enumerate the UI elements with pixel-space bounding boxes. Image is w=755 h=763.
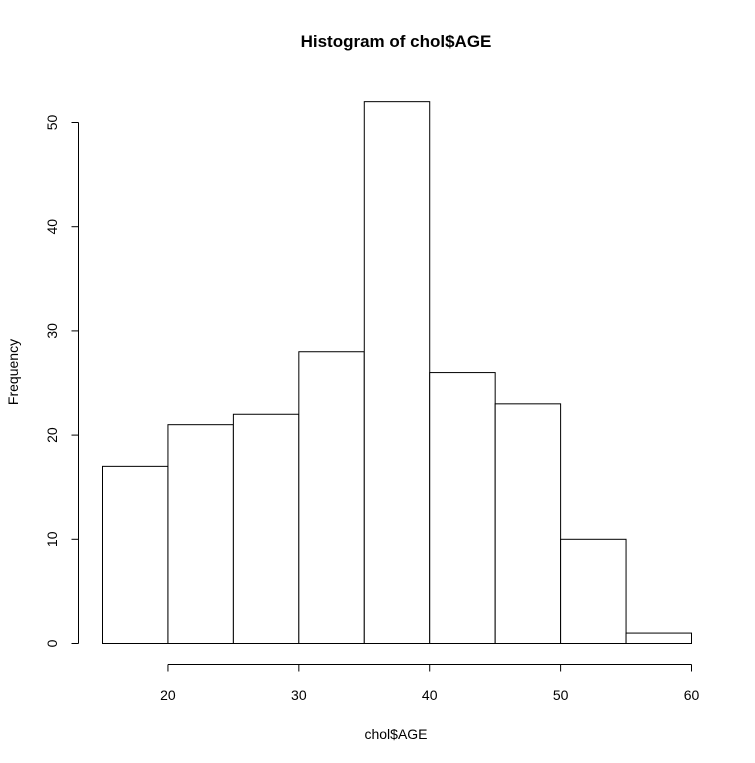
histogram-bar-40-45 bbox=[429, 372, 496, 644]
histogram-bar-15-20 bbox=[102, 465, 169, 644]
histogram-bar-45-50 bbox=[494, 403, 562, 644]
x-tick-label-30: 30 bbox=[291, 687, 307, 703]
x-tick-label-40: 40 bbox=[422, 687, 438, 703]
y-tick-label-30: 30 bbox=[44, 323, 60, 339]
y-tick-label-0: 0 bbox=[44, 639, 60, 647]
x-axis-label: chol$AGE bbox=[364, 726, 427, 742]
histogram-bar-25-30 bbox=[232, 413, 300, 645]
histogram-bar-30-35 bbox=[298, 351, 365, 644]
x-tick-label-60: 60 bbox=[684, 687, 700, 703]
histogram-bar-55-60 bbox=[625, 632, 692, 645]
histogram-bar-20-25 bbox=[167, 424, 234, 644]
x-tick-label-50: 50 bbox=[553, 687, 569, 703]
x-tick-label-20: 20 bbox=[160, 687, 176, 703]
y-tick-label-50: 50 bbox=[44, 115, 60, 131]
chart-title: Histogram of chol$AGE bbox=[301, 32, 492, 51]
y-tick-label-10: 10 bbox=[44, 531, 60, 547]
histogram-bar-50-55 bbox=[560, 538, 627, 644]
x-axis: 20 30 40 50 60 bbox=[160, 664, 700, 703]
bars-group bbox=[102, 101, 692, 645]
histogram-bar-35-40 bbox=[363, 101, 431, 645]
y-axis: 0 10 20 30 40 50 bbox=[44, 115, 79, 647]
y-tick-label-20: 20 bbox=[44, 427, 60, 443]
y-tick-label-40: 40 bbox=[44, 219, 60, 235]
y-axis-label: Frequency bbox=[5, 339, 21, 405]
